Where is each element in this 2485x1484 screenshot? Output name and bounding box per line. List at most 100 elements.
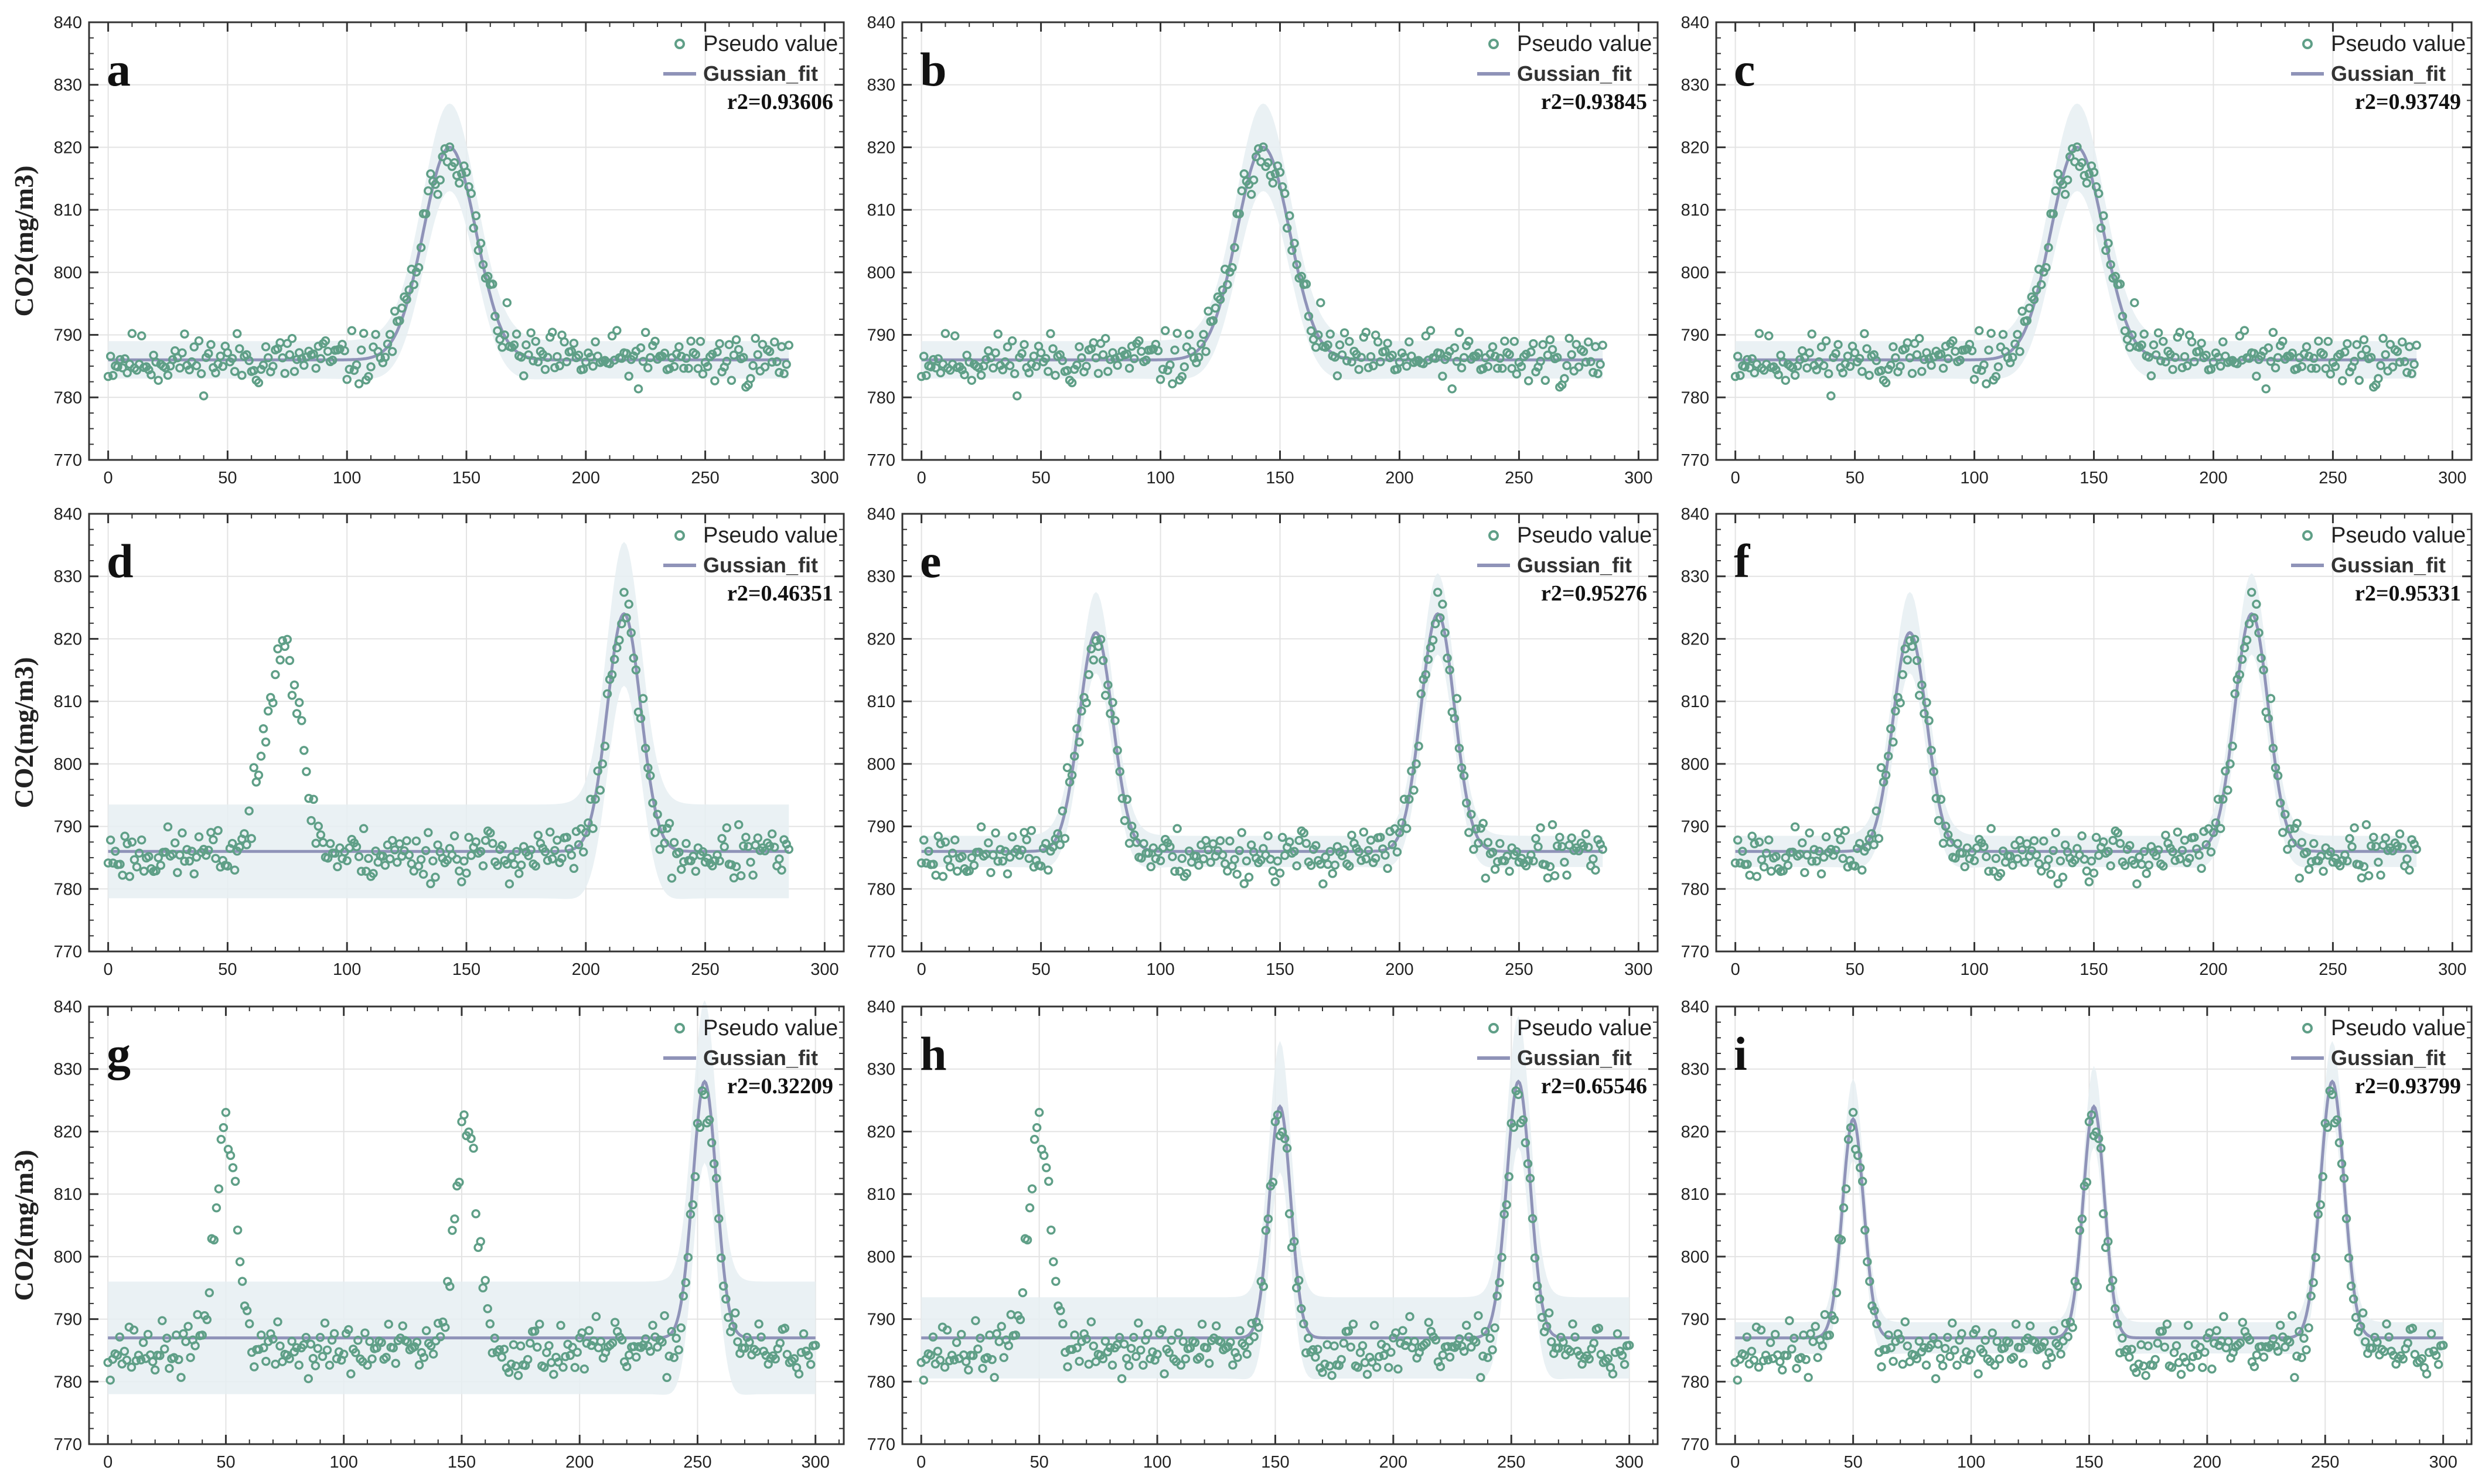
- data-point: [1464, 828, 1474, 837]
- data-point: [2249, 613, 2259, 623]
- data-point: [1514, 1090, 1523, 1099]
- data-point: [1889, 342, 1898, 352]
- data-point: [2196, 1343, 2205, 1352]
- data-point: [2141, 1371, 2150, 1380]
- data-point: [1886, 360, 1896, 370]
- data-point: [2104, 238, 2113, 248]
- data-point: [1266, 170, 1275, 180]
- data-point: [1778, 866, 1788, 876]
- data-point: [1971, 1325, 1980, 1335]
- data-point: [2213, 794, 2223, 804]
- legend-label-fit: Gussian_fit: [1517, 553, 1632, 577]
- data-point: [2268, 743, 2278, 753]
- data-point: [1750, 368, 1760, 378]
- x-tick-label: 200: [1385, 469, 1413, 487]
- y-tick-label: 810: [867, 692, 895, 711]
- data-point: [1613, 1329, 1622, 1339]
- data-point: [1884, 1330, 1893, 1340]
- data-point: [1348, 1319, 1358, 1329]
- data-point: [1086, 1317, 1096, 1326]
- data-point: [223, 861, 233, 871]
- y-tick-label: 790: [54, 1311, 82, 1329]
- data-point: [1115, 767, 1124, 776]
- data-point: [976, 1333, 985, 1343]
- data-point: [1301, 279, 1311, 289]
- data-point: [1967, 346, 1977, 356]
- data-point: [1165, 842, 1175, 852]
- data-point: [1771, 852, 1781, 861]
- data-point: [2330, 361, 2340, 371]
- data-point: [2177, 845, 2187, 855]
- data-point: [1536, 356, 1545, 366]
- data-point: [275, 1341, 285, 1351]
- data-point: [2356, 1322, 2365, 1331]
- data-point: [1164, 1348, 1174, 1357]
- data-point: [526, 328, 536, 337]
- data-point: [339, 1349, 349, 1359]
- data-point: [1831, 349, 1840, 359]
- data-point: [1743, 354, 1752, 364]
- data-point: [976, 822, 986, 832]
- data-point: [686, 1209, 696, 1219]
- x-tick-label: 0: [104, 469, 113, 487]
- y-tick-label: 830: [1681, 76, 1709, 95]
- data-point: [1072, 724, 1082, 734]
- data-point: [1547, 344, 1557, 354]
- x-tick-label: 150: [452, 960, 480, 979]
- data-point: [2094, 189, 2104, 199]
- data-point: [1129, 830, 1139, 840]
- data-point: [1550, 871, 1560, 881]
- data-point: [105, 352, 115, 361]
- data-point: [169, 1353, 179, 1363]
- data-point: [2295, 1327, 2304, 1336]
- data-point: [179, 1329, 188, 1339]
- data-point: [1299, 828, 1309, 838]
- data-point: [2327, 1090, 2337, 1099]
- data-point: [2264, 343, 2273, 353]
- data-point: [740, 1343, 749, 1353]
- data-point: [622, 1362, 632, 1372]
- data-point: [570, 1363, 580, 1372]
- data-point: [1922, 698, 1931, 707]
- data-point: [2351, 1312, 2361, 1322]
- data-point: [483, 1304, 492, 1314]
- data-point: [2201, 350, 2211, 360]
- data-point: [636, 714, 646, 723]
- data-point: [700, 1090, 710, 1099]
- data-point: [1948, 336, 1958, 346]
- data-point: [244, 806, 254, 816]
- data-point: [782, 360, 791, 369]
- data-point: [2160, 1342, 2170, 1352]
- data-point: [1957, 1329, 1966, 1339]
- data-point: [2200, 1347, 2210, 1357]
- data-point: [650, 336, 660, 346]
- data-point: [438, 152, 447, 162]
- data-point: [1402, 361, 1412, 371]
- data-point: [136, 1355, 146, 1364]
- data-point: [1864, 370, 1874, 380]
- data-point: [1308, 1345, 1318, 1355]
- data-point: [395, 316, 404, 326]
- data-point: [1106, 709, 1115, 718]
- data-point: [1170, 866, 1180, 876]
- data-point: [718, 1281, 728, 1291]
- data-point: [1181, 1354, 1191, 1364]
- data-point: [2275, 798, 2285, 808]
- data-point: [1940, 1343, 1950, 1353]
- data-point: [1294, 835, 1304, 845]
- data-point: [1538, 340, 1547, 349]
- data-point: [2312, 364, 2321, 373]
- data-point: [2288, 838, 2297, 848]
- data-point: [1051, 1277, 1061, 1286]
- y-tick-label: 790: [1681, 1311, 1709, 1329]
- data-point: [722, 356, 732, 366]
- data-point: [402, 295, 411, 304]
- data-point: [765, 347, 775, 356]
- data-point: [1318, 879, 1328, 889]
- data-point: [380, 353, 390, 362]
- data-point: [2198, 1363, 2207, 1372]
- data-point: [478, 260, 488, 269]
- data-point: [1290, 238, 1299, 248]
- data-point: [1792, 1363, 1801, 1373]
- data-point: [1013, 391, 1022, 401]
